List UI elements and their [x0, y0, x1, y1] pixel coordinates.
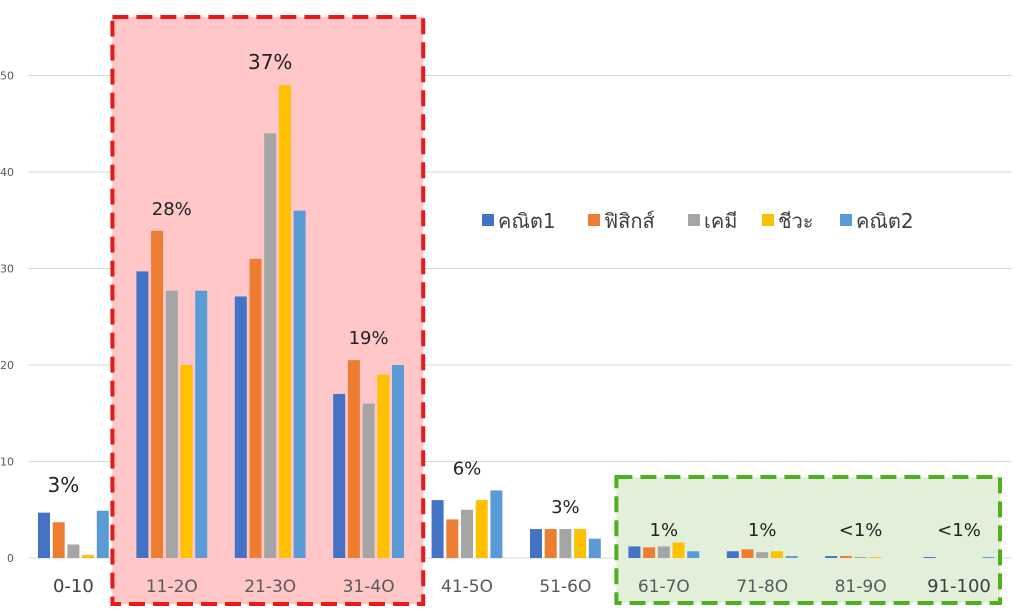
bar — [431, 500, 444, 558]
bar — [392, 365, 404, 558]
percentage-annotations: 3% 28% 37% 19% 6% 3% 1% 1% <1% <1% — [48, 50, 981, 541]
legend-label: คณิต2 — [856, 209, 914, 233]
bar — [475, 500, 488, 558]
bar — [38, 512, 50, 558]
bar — [770, 551, 783, 558]
bar — [544, 529, 557, 558]
percentage-annotation: 19% — [349, 328, 389, 349]
percentage-annotation: <1% — [839, 520, 883, 541]
bar — [151, 230, 164, 559]
bar — [249, 258, 262, 558]
x-tick-label: 31-4O — [343, 577, 395, 597]
y-tick-label: 40 — [0, 166, 14, 179]
bar — [180, 365, 193, 558]
legend-swatch — [588, 214, 600, 226]
bar — [726, 551, 739, 558]
x-tick-label: 51-6O — [539, 577, 591, 597]
bar — [461, 509, 473, 558]
bar — [165, 290, 178, 558]
legend-swatch — [688, 214, 700, 226]
y-tick-label: 0 — [7, 552, 14, 565]
y-tick-label: 30 — [0, 263, 14, 276]
percentage-annotation: 1% — [748, 520, 777, 541]
bar — [377, 374, 390, 558]
x-tick-label: 71-8O — [736, 577, 788, 597]
bar — [446, 519, 459, 558]
percentage-annotation: 3% — [551, 497, 580, 518]
bar — [839, 556, 852, 558]
legend-swatch — [762, 214, 774, 226]
bar — [264, 133, 277, 558]
bar — [333, 393, 346, 558]
bar — [687, 551, 700, 558]
x-tick-label: 11-2O — [146, 577, 198, 597]
legend-swatch — [482, 214, 494, 226]
x-tick-label: 81-9O — [835, 577, 887, 597]
bar — [756, 552, 769, 558]
legend: คณิต1 ฟิสิกส์ เคมี ชีวะ คณิต2 — [482, 209, 914, 233]
x-tick-label: 41-5O — [441, 577, 493, 597]
bar — [490, 490, 503, 558]
x-tick-label: 91-100 — [927, 576, 991, 597]
x-tick-label: 61-7O — [638, 577, 690, 597]
bar — [657, 546, 670, 558]
legend-swatch — [840, 214, 852, 226]
x-tick-label: 21-3O — [244, 577, 296, 597]
percentage-annotation: 6% — [453, 458, 482, 479]
bar — [96, 510, 109, 558]
bar — [293, 210, 306, 558]
bar — [574, 529, 587, 558]
percentage-annotation: 28% — [152, 199, 192, 220]
bar — [982, 557, 995, 558]
bar — [530, 529, 542, 558]
x-tick-label: 0-10 — [53, 576, 94, 597]
bar — [195, 290, 208, 558]
percentage-annotation: 37% — [248, 50, 292, 74]
bar — [741, 549, 754, 558]
bar — [854, 557, 867, 558]
bar — [559, 529, 572, 558]
bar — [278, 85, 291, 559]
y-axis-tick-labels: 0 10 20 30 40 50 — [0, 70, 14, 566]
percentage-annotation: 3% — [48, 473, 80, 497]
bar — [588, 538, 601, 558]
bar — [869, 557, 882, 558]
bars — [38, 85, 995, 559]
bar — [234, 296, 247, 558]
legend-label: คณิต1 — [498, 209, 556, 233]
bar — [785, 556, 798, 558]
percentage-annotation: 1% — [650, 520, 679, 541]
y-tick-label: 10 — [0, 456, 14, 469]
highlight-box-high-scores — [614, 475, 1003, 605]
legend-label: เคมี — [704, 209, 737, 233]
bar — [672, 542, 685, 558]
y-tick-label: 20 — [0, 359, 14, 372]
bar — [52, 522, 65, 558]
bar — [643, 547, 656, 558]
y-tick-label: 50 — [0, 70, 14, 83]
legend-label: ฟิสิกส์ — [604, 209, 655, 233]
bar — [67, 544, 80, 558]
bar — [628, 546, 641, 558]
bar — [136, 271, 149, 558]
bar — [362, 403, 375, 558]
legend-label: ชีวะ — [778, 209, 814, 233]
bar — [347, 360, 360, 558]
bar — [82, 555, 95, 558]
percentage-annotation: <1% — [937, 520, 981, 541]
x-axis-tick-labels: 0-10 11-2O 21-3O 31-4O 41-5O 51-6O 61-7O 71-8O 8… — [53, 576, 991, 597]
bar — [923, 557, 936, 558]
bar — [825, 556, 838, 558]
